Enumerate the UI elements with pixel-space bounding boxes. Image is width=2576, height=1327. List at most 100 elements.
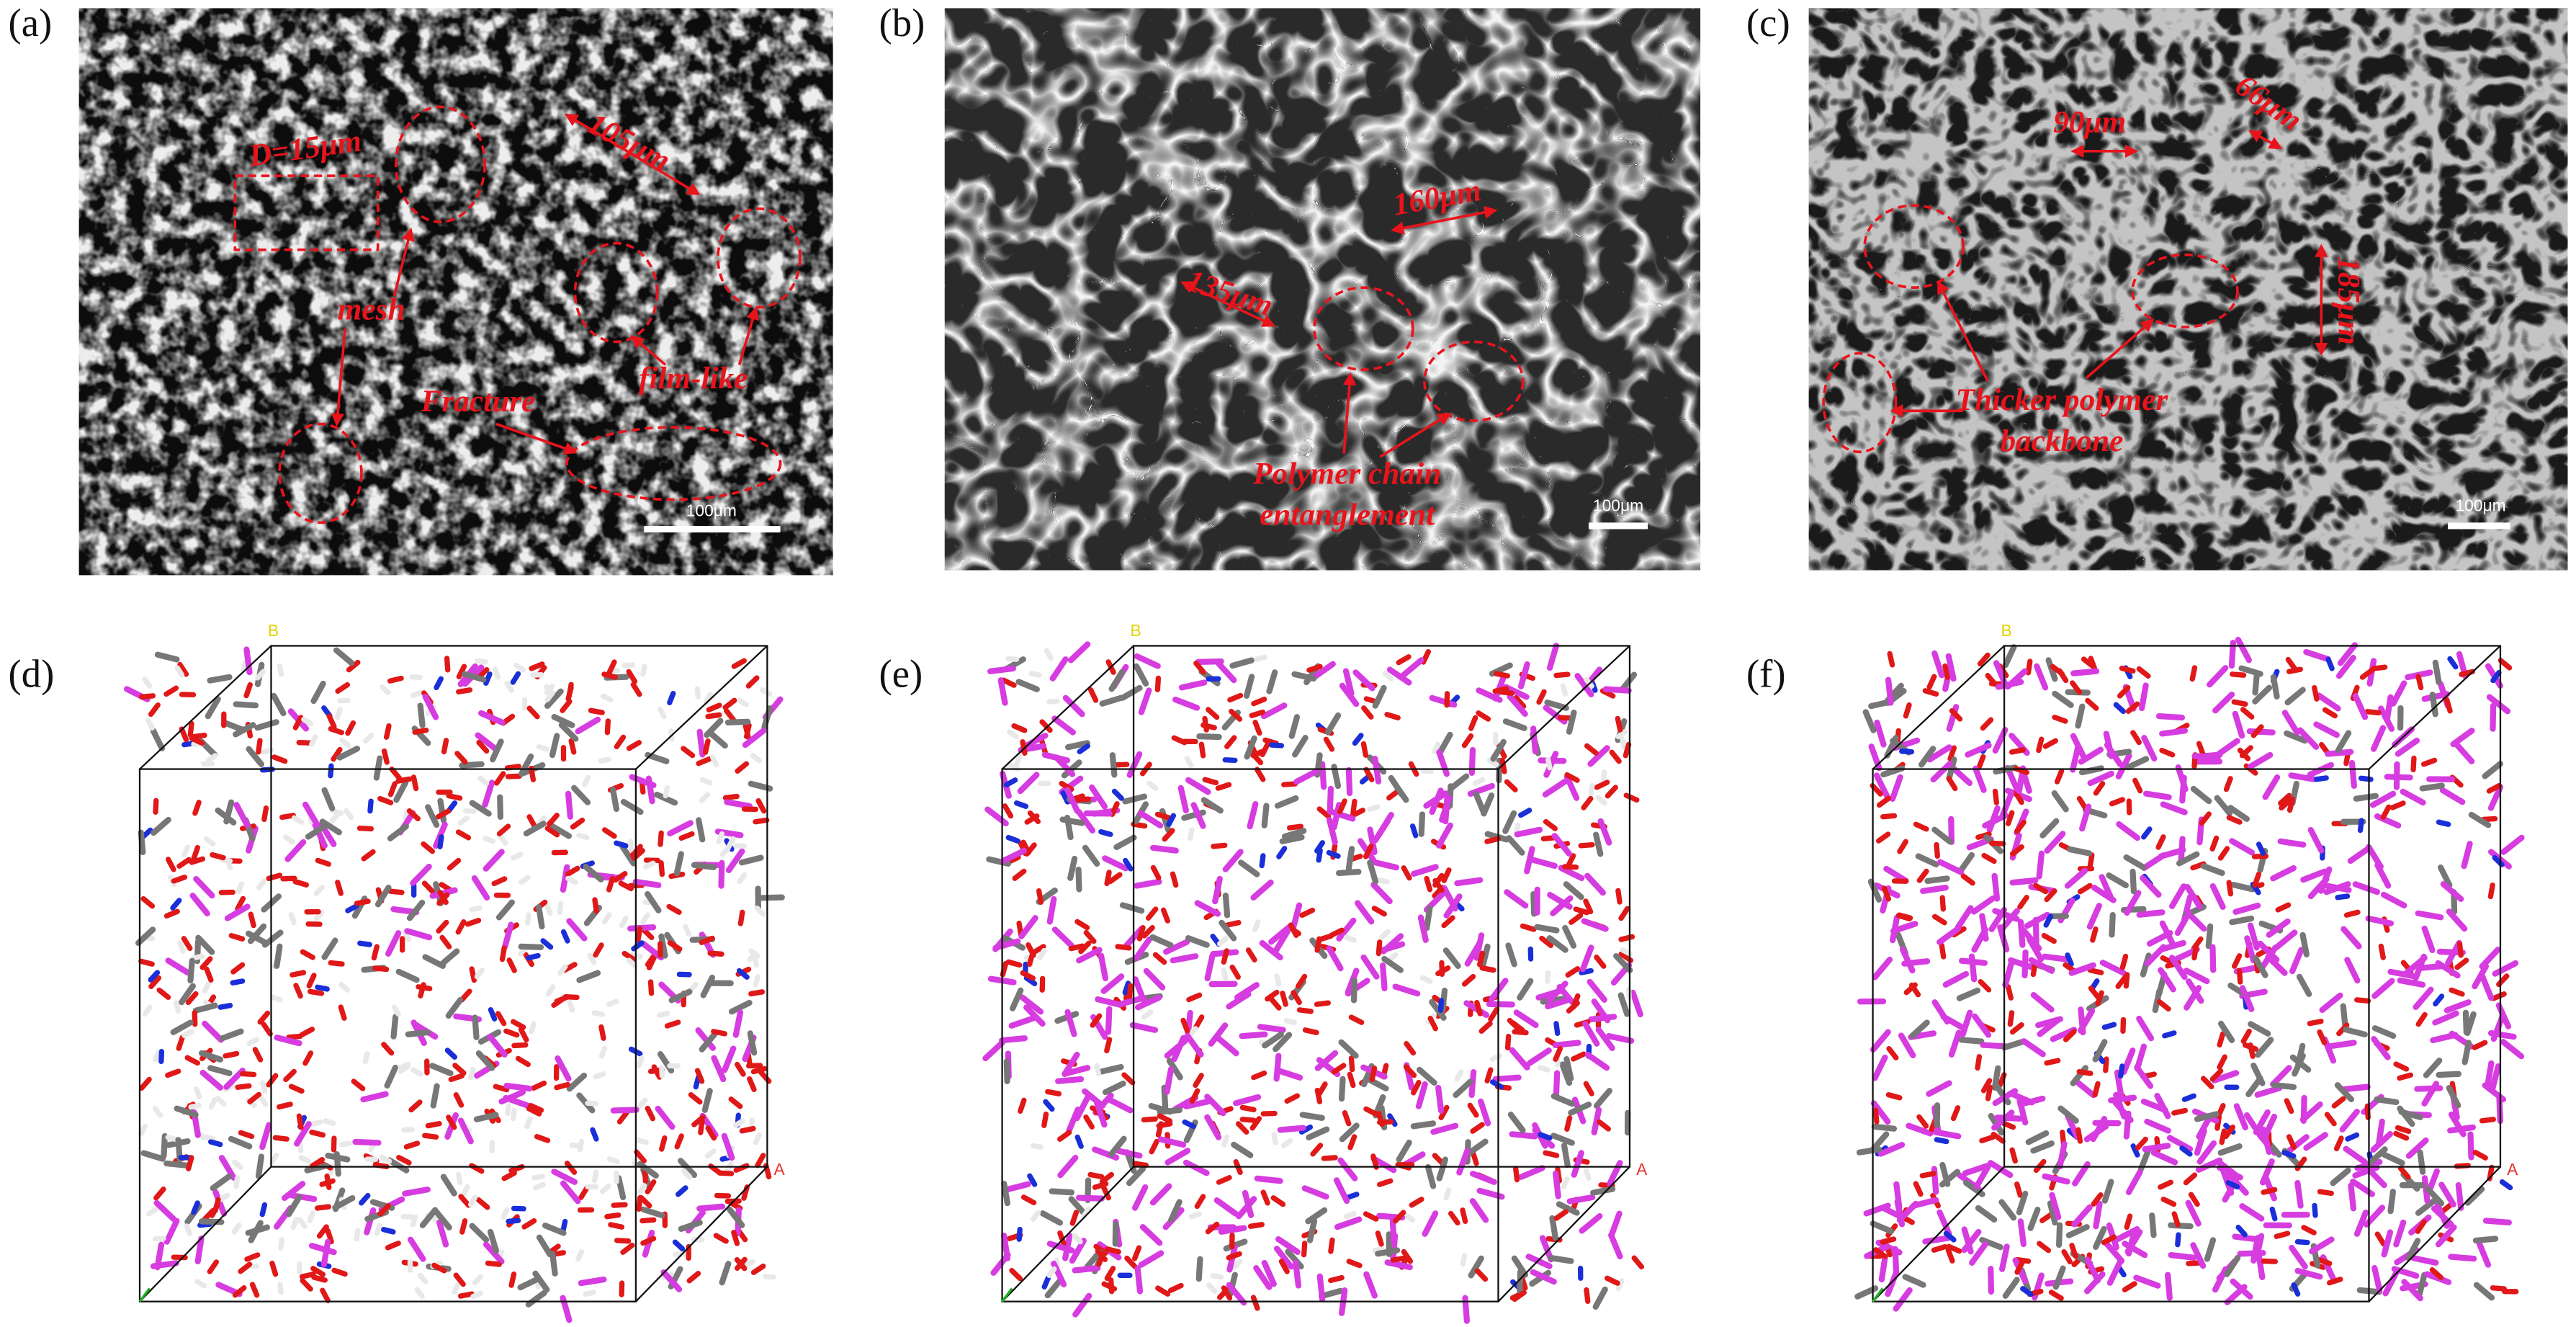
atom-bond — [339, 738, 351, 749]
atom-bond — [2387, 968, 2416, 980]
atom-bond — [1392, 983, 1421, 997]
atom-bond — [1470, 1122, 1485, 1134]
atom-bond — [1468, 715, 1478, 731]
atom-bond — [335, 880, 344, 896]
atom-bond — [2401, 1279, 2423, 1302]
atom-bond — [417, 1272, 428, 1284]
atom-bond — [2215, 738, 2240, 757]
atom-bond — [1490, 738, 1507, 762]
atom-bond — [441, 738, 449, 755]
atom-bond — [1082, 844, 1100, 867]
atom-bond — [2331, 1096, 2346, 1109]
atom-bond — [1448, 1210, 1460, 1226]
atom-bond — [1630, 989, 1643, 1018]
atom-bond — [1075, 1194, 1105, 1202]
atom-bond — [2472, 1040, 2488, 1050]
molecules — [1854, 636, 2525, 1312]
atom-bond — [1563, 1056, 1574, 1081]
atom-bond — [2183, 968, 2210, 985]
atom-bond — [189, 736, 205, 746]
atom-bond — [1041, 1274, 1051, 1290]
atom-bond — [2370, 725, 2387, 752]
atom-bond — [389, 766, 403, 781]
atom-bond — [1549, 1215, 1558, 1241]
atom-bond — [1100, 973, 1125, 994]
atom-bond — [2223, 776, 2233, 792]
atom-bond — [181, 1029, 194, 1039]
atom-bond — [600, 693, 614, 702]
atom-bond — [2398, 1109, 2423, 1120]
atom-bond — [2232, 1233, 2261, 1243]
atom-bond — [367, 798, 374, 814]
atom-bond — [338, 1140, 353, 1148]
atom-bond — [1005, 656, 1020, 662]
atom-bond — [2479, 947, 2501, 970]
atom-bond — [1562, 924, 1577, 949]
atom-bond — [310, 680, 326, 705]
atom-bond — [1579, 944, 1594, 973]
atom-bond — [731, 1230, 740, 1246]
atom-bond — [619, 844, 637, 867]
atom-bond — [698, 1118, 705, 1135]
atom-bond — [2490, 702, 2497, 732]
atom-bond — [2327, 1277, 2343, 1286]
atom-bond — [602, 827, 617, 839]
atom-bond — [1244, 735, 1257, 760]
atom-bond — [437, 890, 449, 906]
atom-bond — [1185, 777, 1211, 795]
atom-bond — [630, 682, 642, 697]
atom-bond — [1046, 1266, 1057, 1279]
atom-bond — [1119, 684, 1143, 701]
atom-bond — [1019, 994, 1044, 1015]
atom-bond — [2430, 1032, 2459, 1044]
atom-bond — [1920, 885, 1949, 894]
atom-bond — [2381, 1151, 2405, 1166]
atom-bond — [598, 1024, 606, 1041]
atom-bond — [743, 723, 752, 740]
atom-bond — [1873, 772, 1890, 800]
atom-bond — [1166, 1058, 1183, 1081]
atom-bond — [1950, 1105, 1961, 1122]
atom-bond — [1020, 970, 1036, 981]
atom-bond — [1301, 1241, 1308, 1258]
atom-bond — [521, 1218, 537, 1230]
atom-bond — [524, 912, 531, 926]
atom-bond — [1268, 996, 1282, 1011]
atom-bond — [446, 857, 462, 871]
atom-bond — [1273, 1032, 1293, 1053]
atom-bond — [592, 897, 599, 914]
atom-bond — [696, 1203, 726, 1212]
atom-bond — [1631, 1255, 1645, 1270]
atom-bond — [2142, 1143, 2171, 1153]
atom-bond — [321, 937, 338, 960]
atom-bond — [1942, 663, 1950, 680]
atom-bond — [1221, 1134, 1230, 1148]
atom-bond — [409, 674, 423, 680]
atom-bond — [1057, 1154, 1079, 1179]
atom-bond — [1245, 947, 1257, 963]
atom-bond — [1138, 687, 1152, 715]
atom-bond — [345, 720, 356, 736]
box-edge — [1001, 645, 1134, 770]
atom-bond — [1134, 994, 1162, 1011]
atom-bond — [2093, 1200, 2103, 1230]
atom-bond — [1276, 846, 1288, 859]
atom-bond — [335, 682, 351, 694]
atom-bond — [565, 865, 580, 877]
atom-bond — [163, 685, 179, 697]
atom-bond — [1064, 814, 1074, 841]
atom-bond — [439, 934, 452, 950]
atom-bond — [2125, 1169, 2143, 1196]
atom-bond — [560, 929, 570, 944]
atom-bond — [1204, 1114, 1222, 1140]
atom-bond — [1319, 761, 1327, 790]
atom-bond — [2176, 851, 2200, 867]
atom-bond — [2065, 1224, 2090, 1238]
atom-bond — [1945, 1247, 1955, 1264]
atom-bond — [1075, 866, 1082, 893]
axis-origin — [138, 1287, 151, 1303]
atom-bond — [2487, 784, 2504, 811]
atom-bond — [598, 756, 612, 764]
atom-bond — [425, 1121, 442, 1129]
